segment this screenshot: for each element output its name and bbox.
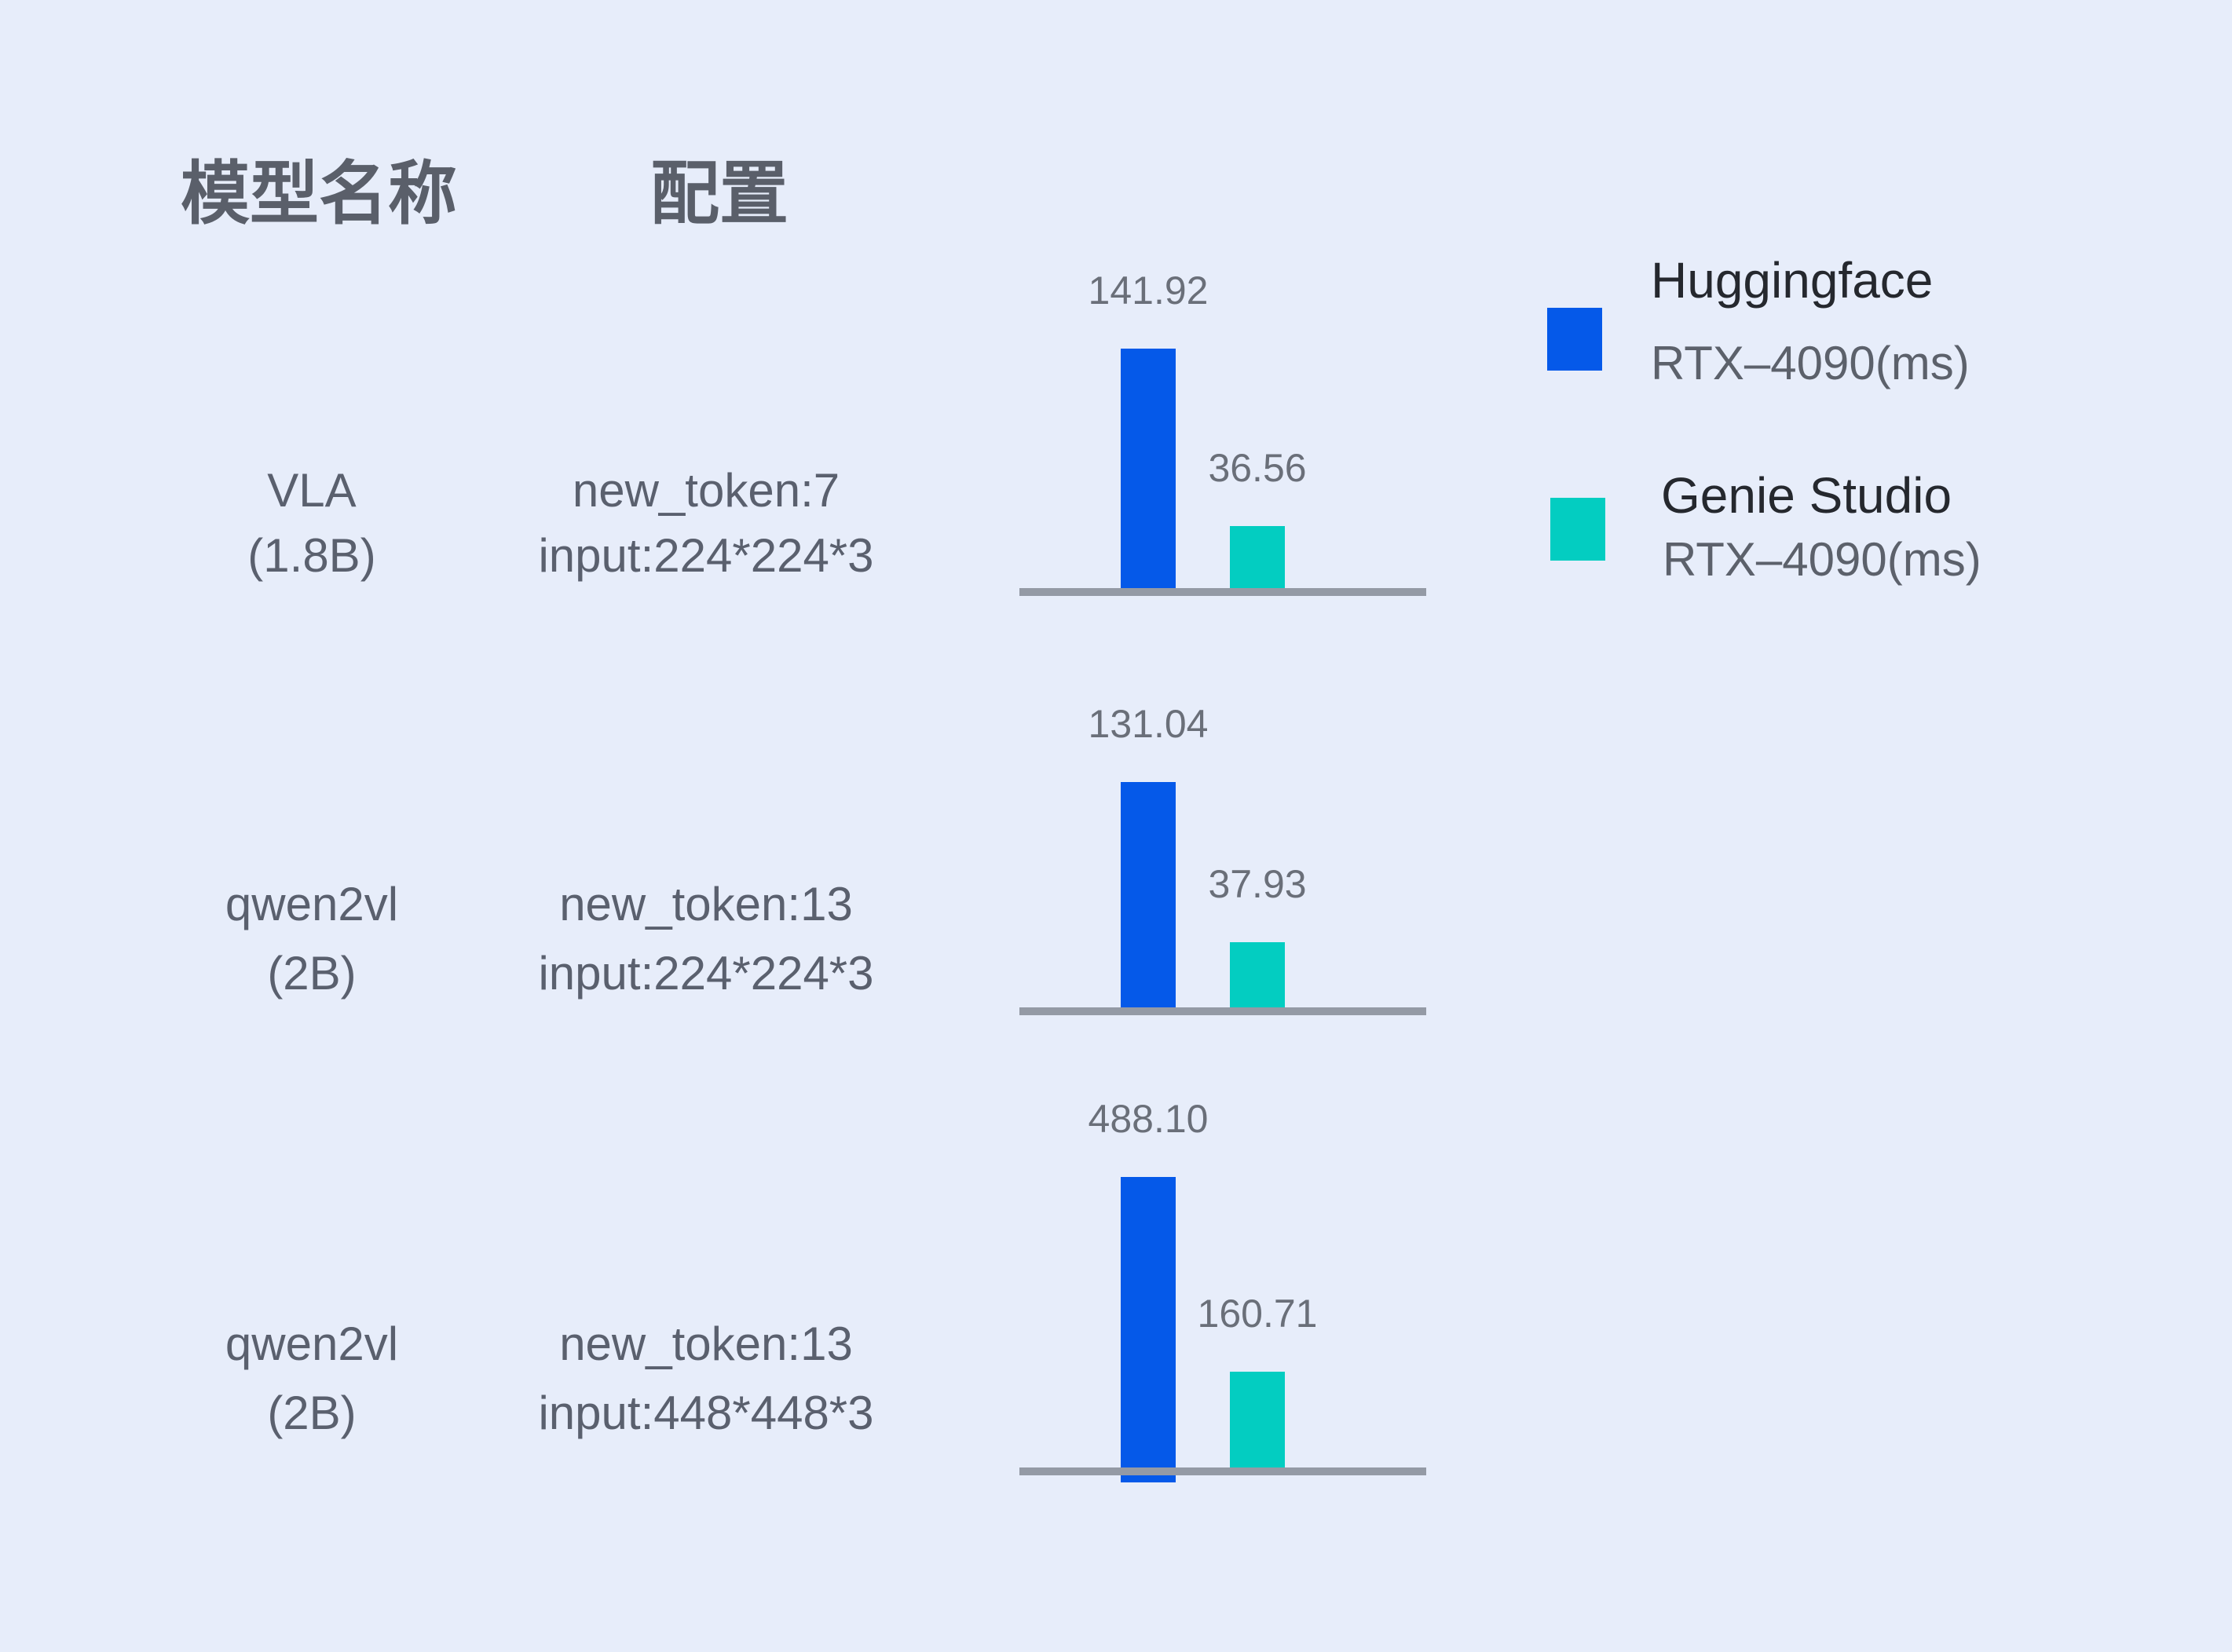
config-new-token: new_token:7: [572, 464, 840, 517]
value-label-genie-studio: 37.93: [1208, 862, 1307, 906]
legend-sublabel-genie-studio: RTX–4090(ms): [1663, 533, 1981, 586]
bar-genie-studio: [1230, 942, 1285, 1011]
column-header-config: 配置: [650, 155, 789, 232]
value-label-huggingface: 131.04: [1088, 702, 1209, 746]
bar-huggingface: [1121, 782, 1176, 1011]
legend-label-huggingface: Huggingface: [1651, 252, 1934, 309]
x-axis-line: [1019, 1467, 1426, 1475]
bar-huggingface: [1121, 1177, 1176, 1482]
legend-swatch-huggingface: [1547, 308, 1602, 371]
legend-swatch-genie-studio: [1550, 498, 1605, 561]
model-name: qwen2vl: [225, 1318, 399, 1370]
bar-genie-studio: [1230, 1372, 1285, 1471]
model-variant: (2B): [267, 947, 357, 1000]
value-label-genie-studio: 160.71: [1197, 1292, 1318, 1336]
config-new-token: new_token:13: [559, 1318, 853, 1370]
config-new-token: new_token:13: [559, 878, 853, 930]
config-input-size: input:448*448*3: [538, 1387, 874, 1439]
model-variant: (2B): [267, 1387, 357, 1439]
config-input-size: input:224*224*3: [538, 947, 874, 1000]
bar-genie-studio: [1230, 526, 1285, 592]
column-header-model-name: 模型名称: [181, 155, 458, 232]
x-axis-line: [1019, 588, 1426, 596]
legend-sublabel-huggingface: RTX–4090(ms): [1651, 337, 1970, 389]
model-name: VLA: [267, 464, 357, 517]
value-label-huggingface: 141.92: [1088, 269, 1209, 312]
config-input-size: input:224*224*3: [538, 529, 874, 582]
model-variant: (1.8B): [247, 529, 376, 582]
legend-label-genie-studio: Genie Studio: [1661, 467, 1952, 524]
value-label-huggingface: 488.10: [1088, 1097, 1209, 1141]
value-label-genie-studio: 36.56: [1208, 446, 1307, 490]
bar-huggingface: [1121, 349, 1176, 592]
model-name: qwen2vl: [225, 878, 399, 930]
x-axis-line: [1019, 1007, 1426, 1015]
